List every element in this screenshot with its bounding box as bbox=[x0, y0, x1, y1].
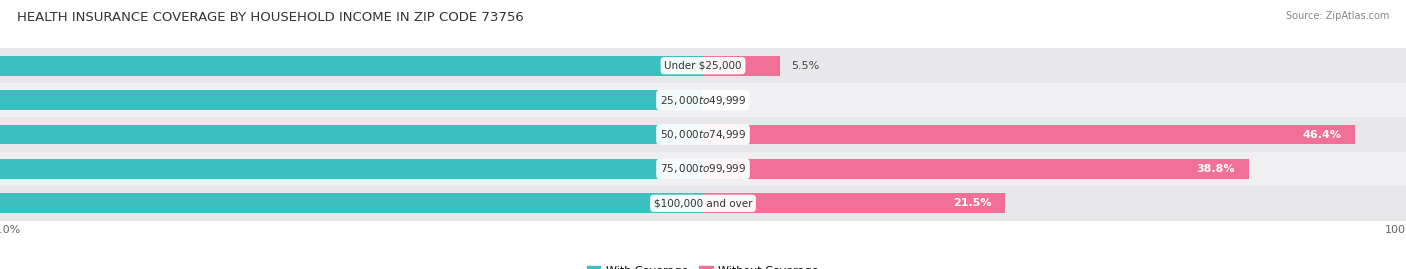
Bar bbox=[0, 48, 1406, 83]
Bar bbox=[703, 193, 1005, 213]
Bar bbox=[0, 90, 703, 110]
Legend: With Coverage, Without Coverage: With Coverage, Without Coverage bbox=[582, 261, 824, 269]
Bar bbox=[0, 193, 703, 213]
Text: 38.8%: 38.8% bbox=[1197, 164, 1234, 174]
Bar bbox=[703, 125, 1355, 144]
Bar bbox=[0, 56, 703, 76]
Bar bbox=[0, 152, 1406, 186]
Text: 5.5%: 5.5% bbox=[792, 61, 820, 71]
Text: $100,000 and over: $100,000 and over bbox=[654, 198, 752, 208]
Bar bbox=[0, 159, 703, 179]
Text: 46.4%: 46.4% bbox=[1302, 129, 1341, 140]
Text: Source: ZipAtlas.com: Source: ZipAtlas.com bbox=[1285, 11, 1389, 21]
Bar bbox=[0, 83, 1406, 117]
Text: $75,000 to $99,999: $75,000 to $99,999 bbox=[659, 162, 747, 175]
Bar bbox=[0, 186, 1406, 221]
Text: HEALTH INSURANCE COVERAGE BY HOUSEHOLD INCOME IN ZIP CODE 73756: HEALTH INSURANCE COVERAGE BY HOUSEHOLD I… bbox=[17, 11, 523, 24]
Text: $25,000 to $49,999: $25,000 to $49,999 bbox=[659, 94, 747, 107]
Bar bbox=[703, 159, 1249, 179]
Bar bbox=[0, 117, 1406, 152]
Text: $50,000 to $74,999: $50,000 to $74,999 bbox=[659, 128, 747, 141]
Text: 21.5%: 21.5% bbox=[953, 198, 991, 208]
Text: Under $25,000: Under $25,000 bbox=[664, 61, 742, 71]
Bar bbox=[703, 56, 780, 76]
Text: 0.0%: 0.0% bbox=[714, 95, 742, 105]
Bar bbox=[0, 125, 703, 144]
